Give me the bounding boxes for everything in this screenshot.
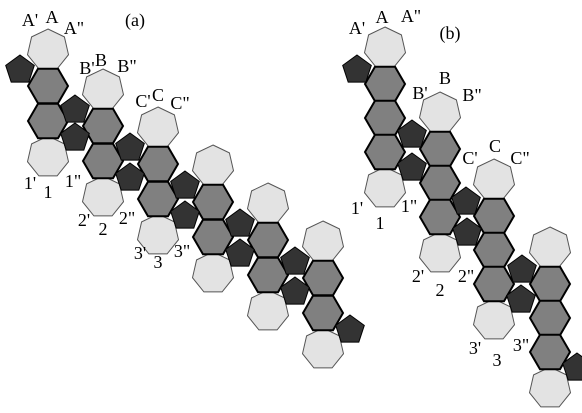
label: B bbox=[95, 50, 107, 70]
label: C' bbox=[135, 91, 150, 111]
hexagon bbox=[530, 267, 570, 302]
panel-label: (a) bbox=[125, 10, 145, 31]
label: 3 bbox=[493, 350, 502, 370]
label: C" bbox=[170, 93, 189, 113]
diagram: (a) A' A A" B' B B" C' C C" 1' 1 1" 2' 2… bbox=[0, 0, 582, 413]
label: 3 bbox=[154, 252, 163, 272]
label: B" bbox=[117, 56, 136, 76]
heptagon bbox=[28, 29, 69, 69]
label: C bbox=[152, 85, 164, 105]
label: C" bbox=[510, 148, 529, 168]
pentagon bbox=[508, 255, 537, 282]
label: 2 bbox=[436, 280, 445, 300]
heptagon bbox=[474, 299, 515, 339]
label: C bbox=[489, 136, 501, 156]
label: B bbox=[439, 68, 451, 88]
label: 2 bbox=[99, 219, 108, 239]
hexagon bbox=[530, 301, 570, 336]
pentagon bbox=[226, 209, 255, 236]
pentagon bbox=[61, 95, 90, 122]
label: A" bbox=[401, 6, 421, 26]
label: 3' bbox=[134, 243, 146, 263]
pentagon bbox=[281, 247, 310, 274]
label: 2' bbox=[412, 266, 424, 286]
label: 1" bbox=[65, 171, 81, 191]
heptagon bbox=[303, 328, 344, 368]
heptagon bbox=[28, 136, 69, 176]
hexagon bbox=[365, 67, 405, 102]
hexagon bbox=[248, 223, 288, 258]
hexagon bbox=[83, 109, 123, 144]
pentagon bbox=[343, 55, 372, 82]
heptagon bbox=[193, 145, 234, 185]
label: 3' bbox=[469, 338, 481, 358]
label: A' bbox=[349, 18, 365, 38]
label: 1' bbox=[351, 198, 363, 218]
hexagon bbox=[28, 69, 68, 104]
label: 2" bbox=[458, 266, 474, 286]
label: A bbox=[376, 7, 389, 27]
hexagon bbox=[420, 132, 460, 167]
heptagon bbox=[248, 183, 289, 223]
label: B' bbox=[79, 58, 94, 78]
label: 2" bbox=[119, 208, 135, 228]
heptagon bbox=[365, 27, 406, 67]
label: 2' bbox=[78, 210, 90, 230]
label: 1" bbox=[401, 196, 417, 216]
label: A" bbox=[64, 18, 84, 38]
label: A bbox=[46, 7, 59, 27]
heptagon bbox=[474, 159, 515, 199]
label: 3" bbox=[513, 335, 529, 355]
heptagon bbox=[365, 167, 406, 207]
page: {"panels": [ {"label": "(a)", "top": ["A… bbox=[0, 0, 582, 413]
heptagon bbox=[530, 227, 571, 267]
hexagon bbox=[193, 185, 233, 220]
heptagon bbox=[420, 232, 461, 272]
label: C' bbox=[462, 148, 477, 168]
hexagon bbox=[474, 233, 514, 268]
pentagon bbox=[116, 133, 145, 160]
label: 1 bbox=[44, 182, 53, 202]
heptagon bbox=[530, 367, 571, 407]
heptagon bbox=[193, 252, 234, 292]
hexagon bbox=[303, 261, 343, 296]
label: 1 bbox=[376, 213, 385, 233]
label: B' bbox=[412, 83, 427, 103]
heptagon bbox=[303, 221, 344, 261]
pentagon bbox=[6, 55, 35, 82]
hexagon bbox=[138, 147, 178, 182]
label: 3" bbox=[174, 241, 190, 261]
label: A' bbox=[22, 10, 38, 30]
pentagon bbox=[171, 171, 200, 198]
label: B" bbox=[462, 85, 481, 105]
label: 1' bbox=[24, 173, 36, 193]
heptagon bbox=[248, 290, 289, 330]
panel-label: (b) bbox=[440, 23, 461, 44]
